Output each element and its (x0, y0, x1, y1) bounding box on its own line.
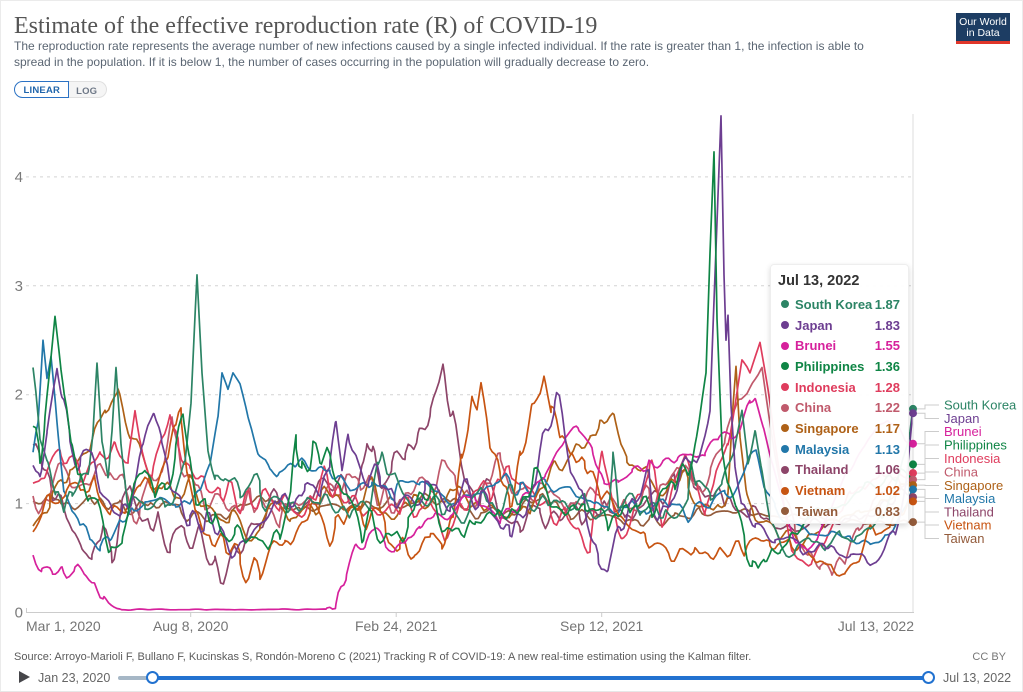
svg-text:Brunei: Brunei (944, 424, 982, 439)
svg-text:Japan: Japan (944, 411, 979, 426)
svg-text:3: 3 (15, 278, 23, 295)
svg-text:0: 0 (15, 605, 23, 622)
svg-text:China: China (944, 465, 979, 480)
svg-text:Taiwan: Taiwan (944, 531, 984, 546)
svg-text:Singapore: Singapore (944, 478, 1003, 493)
svg-text:1: 1 (15, 496, 23, 513)
svg-text:Thailand: Thailand (944, 505, 994, 520)
svg-text:Jul 13, 2022: Jul 13, 2022 (838, 618, 914, 634)
svg-text:Aug 8, 2020: Aug 8, 2020 (153, 618, 229, 634)
svg-text:Indonesia: Indonesia (944, 451, 1001, 466)
svg-text:Philippines: Philippines (944, 438, 1007, 453)
svg-text:4: 4 (15, 169, 23, 186)
svg-text:Mar 1, 2020: Mar 1, 2020 (26, 618, 101, 634)
svg-text:Sep 12, 2021: Sep 12, 2021 (560, 618, 644, 634)
svg-text:Malaysia: Malaysia (944, 491, 996, 506)
svg-text:Feb 24, 2021: Feb 24, 2021 (355, 618, 438, 634)
svg-text:2: 2 (15, 387, 23, 404)
svg-text:South Korea: South Korea (944, 398, 1017, 413)
svg-text:Vietnam: Vietnam (944, 518, 991, 533)
